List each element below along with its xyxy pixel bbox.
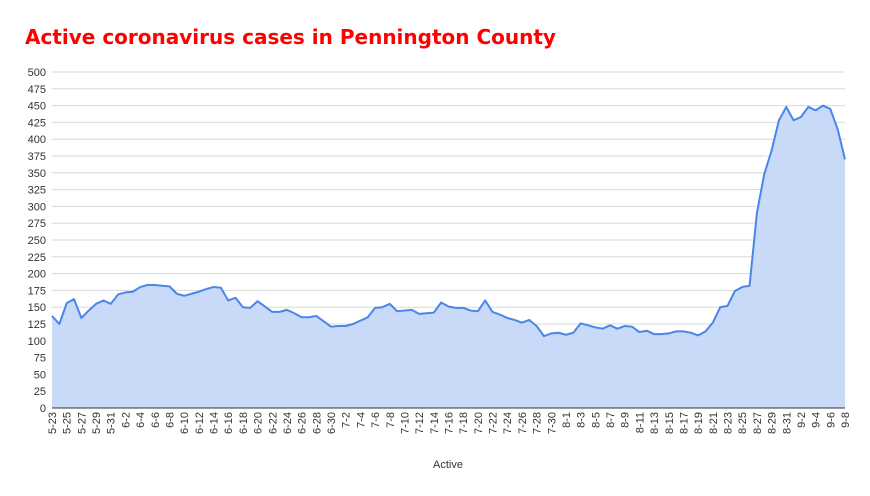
x-tick-label: 6-26	[297, 412, 309, 434]
x-tick-label: 9-8	[840, 412, 852, 428]
y-tick-label: 450	[28, 101, 46, 113]
x-tick-label: 6-14	[209, 412, 221, 434]
x-tick-label: 7-6	[370, 412, 382, 428]
x-tick-label: 8-21	[708, 412, 720, 434]
x-tick-label: 5-29	[91, 412, 103, 434]
y-tick-label: 300	[28, 201, 46, 213]
y-tick-label: 200	[28, 269, 46, 281]
x-tick-label: 7-8	[385, 412, 397, 428]
x-tick-label: 8-19	[693, 412, 705, 434]
x-tick-label: 8-29	[767, 412, 779, 434]
y-tick-label: 325	[28, 185, 46, 197]
x-tick-label: 7-4	[355, 412, 367, 428]
x-tick-label: 7-12	[414, 412, 426, 434]
x-tick-label: 7-14	[429, 412, 441, 434]
x-tick-label: 7-26	[517, 412, 529, 434]
x-tick-label: 6-24	[282, 412, 294, 434]
x-tick-label: 7-22	[488, 412, 500, 434]
y-tick-label: 125	[28, 319, 46, 331]
x-tick-label: 6-22	[267, 412, 279, 434]
x-tick-label: 8-13	[649, 412, 661, 434]
x-tick-label: 6-8	[164, 412, 176, 428]
x-tick-label: 6-6	[150, 412, 162, 428]
x-tick-label: 6-18	[238, 412, 250, 434]
chart-title: Active coronavirus cases in Pennington C…	[25, 25, 556, 49]
y-tick-label: 425	[28, 117, 46, 129]
x-tick-label: 8-1	[561, 412, 573, 428]
x-tick-label: 8-31	[781, 412, 793, 434]
x-tick-label: 9-6	[825, 412, 837, 428]
y-tick-label: 400	[28, 134, 46, 146]
x-tick-label: 6-2	[120, 412, 132, 428]
x-axis-label: Active	[433, 459, 463, 471]
x-tick-label: 8-27	[752, 412, 764, 434]
x-tick-label: 7-16	[444, 412, 456, 434]
y-tick-label: 250	[28, 235, 46, 247]
x-tick-label: 6-4	[135, 412, 147, 428]
x-tick-label: 8-9	[620, 412, 632, 428]
x-tick-label: 6-20	[253, 412, 265, 434]
y-tick-label: 375	[28, 151, 46, 163]
x-tick-label: 7-20	[473, 412, 485, 434]
x-tick-label: 6-12	[194, 412, 206, 434]
x-tick-label: 7-30	[546, 412, 558, 434]
x-tick-label: 8-25	[737, 412, 749, 434]
x-tick-label: 6-16	[223, 412, 235, 434]
x-tick-label: 8-3	[576, 412, 588, 428]
y-tick-label: 0	[40, 403, 46, 415]
y-tick-label: 100	[28, 336, 46, 348]
y-tick-label: 225	[28, 252, 46, 264]
x-tick-label: 7-24	[502, 412, 514, 434]
x-tick-label: 9-4	[811, 412, 823, 428]
x-tick-label: 8-7	[605, 412, 617, 428]
x-tick-label: 5-25	[62, 412, 74, 434]
x-tick-label: 7-18	[458, 412, 470, 434]
y-tick-label: 50	[34, 369, 46, 381]
x-tick-label: 8-23	[723, 412, 735, 434]
x-tick-label: 5-23	[47, 412, 59, 434]
x-tick-label: 6-30	[326, 412, 338, 434]
x-tick-label: 6-28	[311, 412, 323, 434]
y-tick-label: 75	[34, 353, 46, 365]
x-tick-label: 7-2	[341, 412, 353, 428]
y-tick-label: 25	[34, 386, 46, 398]
x-tick-label: 8-5	[590, 412, 602, 428]
y-tick-label: 275	[28, 218, 46, 230]
area-line	[51, 104, 846, 338]
x-tick-label: 5-31	[106, 412, 118, 434]
x-tick-label: 8-15	[664, 412, 676, 434]
x-tick-label: 5-27	[76, 412, 88, 434]
y-tick-label: 175	[28, 285, 46, 297]
x-tick-label: 9-2	[796, 412, 808, 428]
y-tick-label: 475	[28, 84, 46, 96]
y-tick-label: 150	[28, 302, 46, 314]
area-fill	[52, 105, 845, 408]
x-tick-label: 8-17	[678, 412, 690, 434]
y-tick-label: 350	[28, 168, 46, 180]
x-tick-label: 8-11	[634, 412, 646, 433]
x-tick-label: 7-28	[532, 412, 544, 434]
y-tick-label: 500	[28, 67, 46, 79]
x-tick-label: 7-10	[399, 412, 411, 434]
x-tick-label: 6-10	[179, 412, 191, 434]
